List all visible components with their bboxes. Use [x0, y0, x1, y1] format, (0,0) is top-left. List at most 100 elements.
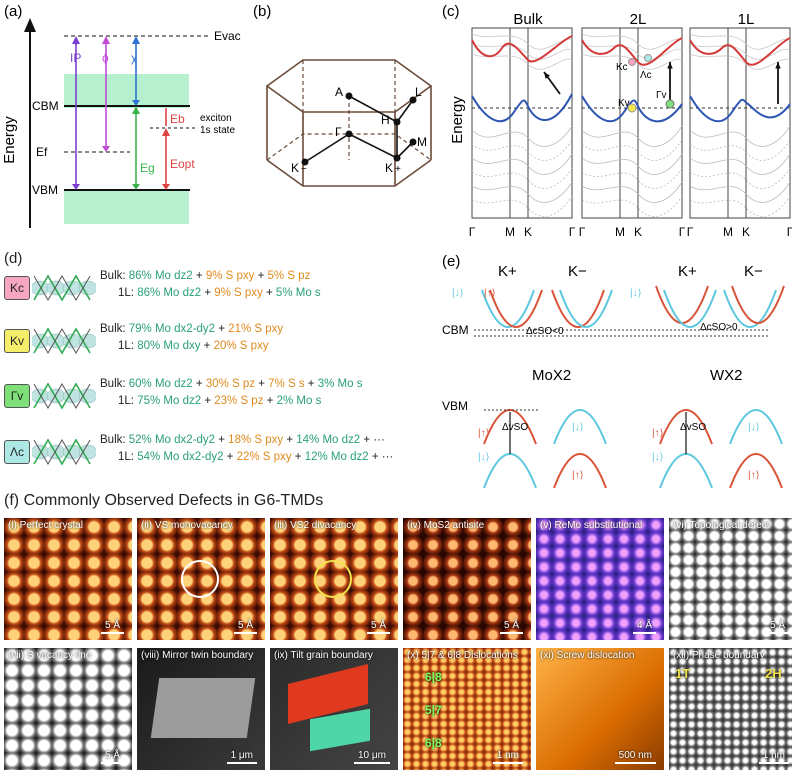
orbital-line-2-0: Bulk: 60% Mo dz2 + 30% S pz + 7% S s + 3…	[100, 378, 363, 390]
valence-band-grey-2-5	[689, 195, 791, 217]
vb-w-kminus-down	[729, 409, 783, 445]
valence-band	[64, 190, 189, 224]
conduction-band-grey-1-1	[581, 43, 683, 60]
conduction-band-red-2	[689, 37, 791, 66]
defect-caption-4: (v) ReMo substitutional	[540, 520, 643, 531]
phase-label-0: 1T	[675, 666, 691, 681]
spin-label-9: |↓⟩	[748, 422, 760, 433]
panel-f-label: (f)	[4, 492, 20, 509]
mox2-label: MoX2	[532, 367, 571, 384]
orbital-lobe-2-3	[78, 388, 96, 404]
point-l: L	[415, 85, 422, 99]
lambda-c-marker	[644, 54, 652, 62]
defect-tile-9: (x) 5|7 & 6|8 Dislocations 1 nm 6|8 5|7 6|8	[403, 648, 531, 770]
valence-band-grey-2-1	[689, 139, 791, 161]
defect-caption-5: (vi) Topological defect	[673, 520, 770, 531]
conduction-band-grey-1-2	[581, 53, 683, 70]
orbital-line-0-1: 1L: 86% Mo dz2 + 9% S pxy + 5% Mo s	[118, 287, 321, 299]
x-tick-0-1: M	[505, 225, 515, 239]
orbital-cartoon-3	[32, 438, 96, 466]
point-h: H	[381, 113, 390, 127]
dislocation-label-2: 6|8	[425, 736, 442, 750]
high-symmetry-paths	[304, 95, 414, 163]
ip-arrowhead-bottom	[72, 184, 80, 190]
defect-tile-0: (i) Perfect crystal 5 Å	[4, 518, 132, 640]
kc-marker	[628, 58, 636, 66]
evac-label: Evac	[214, 29, 241, 43]
defect-tile-2: (iii) VS2 divacancy 5 Å	[270, 518, 398, 640]
vbm-label: VBM	[32, 183, 58, 197]
badge-2: Γv	[4, 384, 30, 408]
cb-w-kminus-up	[731, 285, 785, 324]
orbital-cartoon-1	[32, 327, 96, 355]
conduction-band-grey-1-0	[581, 33, 683, 50]
defect-tile-7: (viii) Mirror twin boundary 1 μm	[137, 648, 265, 770]
title-bulk: Bulk	[513, 11, 543, 28]
spin-label-10: |↑⟩	[748, 470, 760, 481]
kv-marker	[627, 103, 637, 113]
spin-label-2: |↓⟩	[630, 288, 642, 299]
defect-caption-9: (x) 5|7 & 6|8 Dislocations	[407, 650, 518, 661]
scale-bar-6: 5 Å	[100, 750, 124, 764]
band-frame-1	[581, 27, 683, 219]
conduction-band-grey-2-2	[689, 53, 791, 70]
orbital-cartoon-0	[32, 274, 96, 302]
panel-f-title: Commonly Observed Defects in G6-TMDs	[23, 492, 324, 509]
chi-label: χ	[131, 51, 138, 65]
vbm-label-e: VBM	[442, 399, 468, 413]
valence-band-grey-1-5	[581, 195, 683, 217]
exciton-label-2: 1s state	[200, 125, 235, 136]
label-gamma-v: Γv	[656, 90, 667, 101]
x-tick-0-0: Γ	[469, 225, 476, 239]
x-tick-2-2: K	[742, 225, 750, 239]
orbital-lobe-1-3	[78, 333, 96, 349]
soc-v-w: ΔvSO	[680, 422, 706, 433]
vb-mo-kminus-up	[553, 453, 607, 489]
spin-label-7: |↑⟩	[652, 428, 664, 439]
wx2-label: WX2	[710, 367, 743, 384]
defect-tile-11: (xii) Phase boundary 1 nm 1T 2H	[669, 648, 792, 770]
x-tick-2-1: M	[723, 225, 733, 239]
valence-band-grey-0-4	[471, 181, 573, 203]
scale-bar-5: 5 Å	[765, 620, 789, 634]
point-k-minus: K	[291, 161, 299, 175]
eg-label: Eg	[140, 161, 155, 175]
spin-label-1: |↑⟩	[484, 288, 496, 299]
badge-0: Kc	[4, 276, 30, 300]
bond-zigzag-1	[33, 327, 91, 355]
eg-arrowhead-top	[132, 106, 140, 114]
transition-arrowhead-0	[544, 72, 550, 79]
valence-band-blue-2	[689, 95, 791, 123]
valley-k-minus-w: K−	[744, 263, 763, 280]
spin-label-5: |↓⟩	[572, 422, 584, 433]
cb-w-kminus-down	[723, 289, 777, 328]
valence-band-blue-0	[471, 93, 573, 123]
orbital-line-2-1: 1L: 75% Mo dz2 + 23% S pz + 2% Mo s	[118, 395, 322, 407]
x-tick-2-3: Γ	[787, 225, 792, 239]
x-tick-0-2: K	[524, 225, 532, 239]
soc-c-positive: ΔcSO>0	[700, 322, 738, 333]
cb-mo-kminus-down	[559, 289, 613, 328]
defect-caption-6: (vii) S vacancy line	[8, 650, 92, 661]
x-tick-1-2: K	[634, 225, 642, 239]
valley-k-minus-mo: K−	[568, 263, 587, 280]
defect-caption-10: (xi) Screw dislocation	[540, 650, 635, 661]
point-k-minus-sign: −	[301, 164, 307, 175]
vb-w-kminus-up	[729, 453, 783, 489]
vacancy-circle-2	[314, 560, 352, 598]
ip-arrowhead-top	[72, 36, 80, 44]
vb-w-kplus-up	[659, 409, 713, 445]
defect-caption-2: (iii) VS2 divacancy	[274, 520, 357, 531]
cbm-label: CBM	[32, 99, 59, 113]
conduction-band-grey-0-0	[471, 33, 573, 50]
scale-bar-9: 1 nm	[492, 750, 523, 764]
orbital-lobe-2-1	[46, 388, 66, 404]
valence-band-grey-1-4	[581, 181, 683, 203]
vb-w-kplus-down	[659, 453, 713, 489]
orbital-line-0-0: Bulk: 86% Mo dz2 + 9% S pxy + 5% S pz	[100, 270, 311, 282]
valence-band-grey-0-1	[471, 139, 573, 161]
label-lambda-c: Λc	[640, 70, 652, 81]
panel-a-label: (a)	[4, 3, 22, 20]
cb-mo-kplus-up	[489, 289, 543, 328]
valence-band-grey-0-0	[471, 125, 573, 147]
